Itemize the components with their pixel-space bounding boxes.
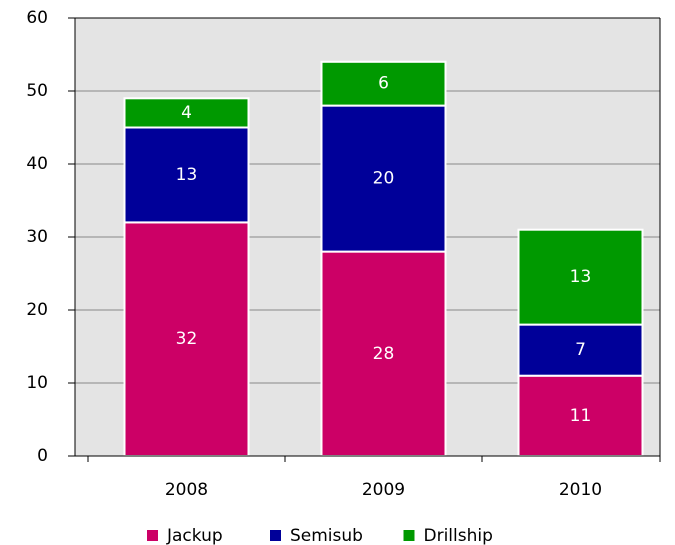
- bar-segment: [320, 104, 447, 253]
- y-tick-label: 10: [26, 373, 48, 393]
- legend-swatch: [147, 530, 158, 541]
- bar-segment: [123, 97, 250, 129]
- y-tick-label: 50: [26, 81, 48, 101]
- y-tick-label: 60: [26, 8, 48, 28]
- y-tick-label: 40: [26, 154, 48, 174]
- legend-label: Semisub: [290, 526, 363, 545]
- data-label: 20: [373, 169, 395, 189]
- legend-label: Drillship: [424, 526, 493, 545]
- y-tick-label: 20: [26, 300, 48, 320]
- bar-segment: [123, 126, 250, 224]
- bar-segment: [517, 323, 644, 377]
- bar-segment: [320, 60, 447, 107]
- bar-segment: [517, 228, 644, 326]
- legend-swatch: [403, 530, 415, 541]
- y-tick-label: 30: [26, 227, 48, 247]
- x-tick-label: 2009: [362, 480, 405, 500]
- data-label: 32: [176, 329, 198, 349]
- legend-swatch: [270, 530, 281, 541]
- data-label: 11: [570, 406, 592, 426]
- legend-label: Jackup: [166, 526, 223, 545]
- x-tick-label: 2010: [559, 480, 602, 500]
- data-label: 6: [378, 74, 389, 94]
- data-label: 7: [575, 340, 586, 360]
- data-label: 13: [176, 165, 198, 185]
- data-label: 4: [181, 103, 192, 123]
- y-tick-label: 0: [37, 446, 48, 466]
- data-label: 13: [570, 267, 592, 287]
- data-label: 28: [373, 344, 395, 364]
- bar-segment: [517, 374, 644, 458]
- bar-segment: [320, 250, 447, 457]
- x-tick-label: 2008: [165, 480, 208, 500]
